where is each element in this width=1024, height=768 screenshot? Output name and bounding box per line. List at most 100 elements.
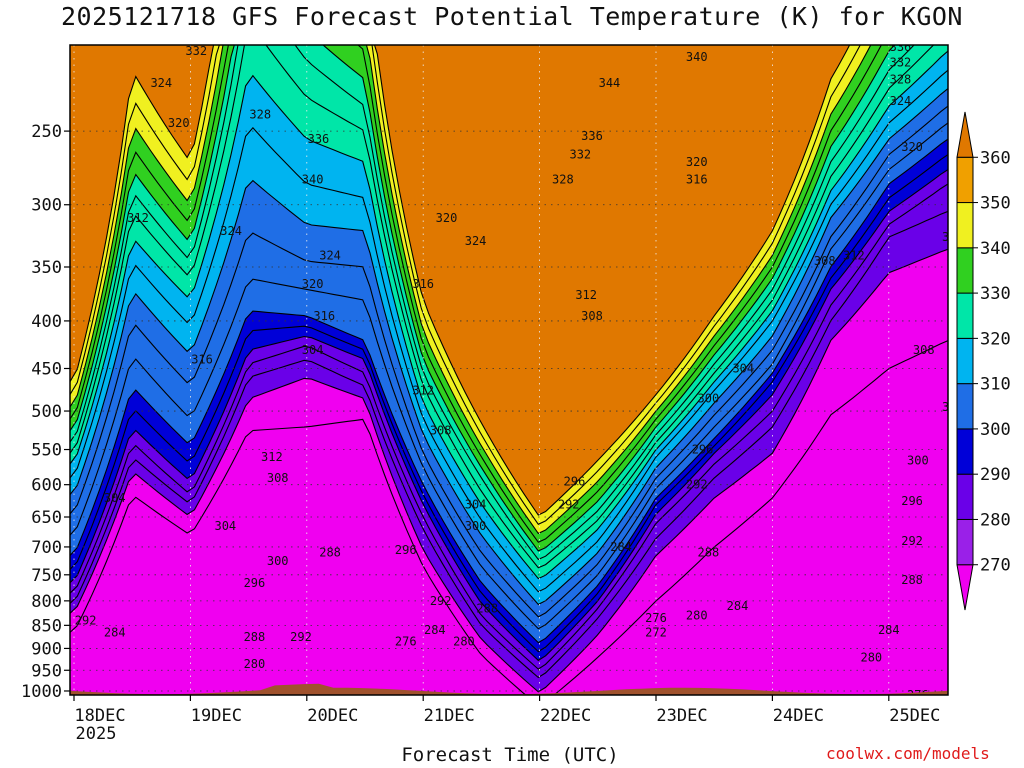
contour-label-280: 280	[686, 609, 708, 623]
contour-label-280: 280	[860, 650, 882, 664]
contour-label-288: 288	[319, 546, 341, 560]
contour-label-312: 312	[843, 248, 865, 262]
y-tick-label-950: 950	[31, 661, 62, 681]
colorbar-label-350: 350	[980, 194, 1011, 214]
contour-label-284: 284	[727, 599, 749, 613]
y-tick-label-800: 800	[31, 592, 62, 612]
isentrope-328	[70, 45, 915, 561]
colorbar-swatch-330	[956, 247, 974, 294]
contour-label-308: 308	[913, 343, 935, 357]
colorbar-label-300: 300	[980, 420, 1011, 440]
contour-label-336: 336	[308, 132, 330, 146]
contour-label-312: 312	[575, 288, 597, 302]
gridlines	[70, 45, 948, 695]
isentrope-288	[70, 183, 948, 670]
contour-label-316: 316	[313, 309, 335, 323]
contour-label-316: 316	[686, 173, 708, 187]
colorbar-swatch-290	[956, 428, 974, 475]
contour-label-324: 324	[319, 248, 341, 262]
contour-label-288: 288	[698, 546, 720, 560]
terrain	[70, 683, 948, 695]
y-axis: 250 300 350 400 450 500 550 600 650 700 750 800 850 9…	[21, 122, 70, 702]
x-tick-label-23DEC: 23DEC	[656, 706, 707, 726]
contour-label-276: 276	[907, 688, 929, 702]
isentrope-280	[70, 248, 948, 693]
contour-label-296: 296	[901, 494, 923, 508]
colorbar-label-290: 290	[980, 465, 1011, 485]
contour-labels: 332 324 320 328 336 340 324 312 320 324 324 320 316 3…	[75, 40, 964, 702]
colorbar-arrow-high	[956, 111, 974, 158]
terrain-fill	[70, 683, 948, 695]
chart-title: 2025121718 GFS Forecast Potential Temper…	[61, 2, 963, 31]
y-tick-label-350: 350	[31, 258, 62, 278]
contour-label-292: 292	[430, 594, 452, 608]
y-tick-label-700: 700	[31, 538, 62, 558]
contour-label-296: 296	[395, 543, 417, 557]
contour-label-312: 312	[127, 211, 149, 225]
contour-label-312: 312	[261, 450, 283, 464]
y-tick-label-650: 650	[31, 508, 62, 528]
x-tick-label-25DEC: 25DEC	[889, 706, 940, 726]
contour-label-312: 312	[412, 383, 434, 397]
contour-label-292: 292	[75, 614, 97, 628]
contour-label-288: 288	[901, 573, 923, 587]
contour-label-320: 320	[168, 116, 190, 130]
credit-link[interactable]: coolwx.com/models	[826, 744, 990, 763]
isentrope-336	[70, 45, 882, 543]
contour-label-324: 324	[465, 234, 487, 248]
x-tick-label-19DEC: 19DEC	[191, 706, 242, 726]
isentrope-324	[70, 45, 935, 569]
isentrope-312	[70, 88, 948, 606]
contour-label-284: 284	[878, 623, 900, 637]
x-tick-label-22DEC: 22DEC	[540, 706, 591, 726]
contour-label-340: 340	[686, 50, 708, 64]
y-tick-label-400: 400	[31, 312, 62, 332]
isentrope-276	[70, 340, 948, 695]
contour-label-324: 324	[890, 94, 912, 108]
contour-label-332: 332	[569, 148, 591, 162]
contour-label-320: 320	[901, 140, 923, 154]
contour-label-320: 320	[436, 211, 458, 225]
contour-label-320: 320	[302, 277, 324, 291]
contour-label-296: 296	[564, 474, 586, 488]
x-tick-label-18DEC: 18DEC	[74, 706, 125, 726]
contour-label-296: 296	[692, 443, 714, 457]
contour-label-296: 296	[244, 576, 266, 590]
contour-label-304: 304	[104, 491, 126, 505]
contour-label-292: 292	[686, 478, 708, 492]
contour-label-304: 304	[214, 519, 236, 533]
y-tick-label-1000: 1000	[21, 682, 62, 702]
contour-label-308: 308	[430, 424, 452, 438]
isentrope-304	[70, 122, 948, 630]
colorbar-label-270: 270	[980, 556, 1011, 576]
contour-label-320: 320	[686, 155, 708, 169]
colorbar-swatch-320	[956, 292, 974, 339]
contour-label-336: 336	[890, 40, 912, 54]
isentrope-340	[70, 45, 872, 535]
colorbar-label-310: 310	[980, 375, 1011, 395]
contour-label-316: 316	[412, 277, 434, 291]
isentrope-292	[70, 169, 948, 662]
colorbar: 270 280 290 300 310 320 330 340 350 360	[956, 111, 1011, 611]
contour-label-328: 328	[890, 72, 912, 86]
colorbar-swatch-280	[956, 473, 974, 520]
contour-label-300: 300	[465, 519, 487, 533]
isentrope-308	[70, 105, 948, 618]
colorbar-arrow-low	[956, 564, 974, 611]
contour-label-336: 336	[581, 129, 603, 143]
isentrope-332	[70, 45, 896, 552]
contour-label-312: 312	[942, 230, 964, 244]
y-tick-label-750: 750	[31, 566, 62, 586]
contour-label-288: 288	[476, 601, 498, 615]
y-tick-label-600: 600	[31, 476, 62, 496]
colorbar-label-340: 340	[980, 239, 1011, 259]
y-tick-label-850: 850	[31, 616, 62, 636]
y-tick-label-550: 550	[31, 441, 62, 461]
y-tick-label-500: 500	[31, 402, 62, 422]
contour-label-292: 292	[901, 534, 923, 548]
contour-label-280: 280	[453, 635, 475, 649]
contour-label-280: 280	[244, 657, 266, 671]
isentrope-316	[70, 69, 948, 593]
